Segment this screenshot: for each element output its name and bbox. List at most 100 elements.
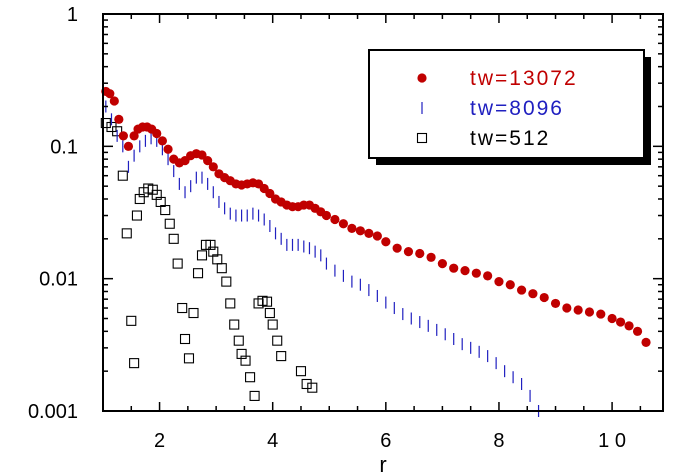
x-tick-label: 1 0 — [598, 430, 626, 452]
data-point-tw-13072 — [321, 210, 332, 221]
data-point-tw-512 — [172, 258, 183, 269]
data-point-tw-512 — [261, 296, 273, 307]
data-point-tw-13072 — [584, 307, 595, 317]
data-point-tw-13072 — [562, 303, 572, 313]
data-point-tw-13072 — [539, 292, 549, 303]
data-point-tw-13072 — [415, 248, 425, 259]
data-point-tw-13072 — [163, 144, 173, 154]
data-point-tw-13072 — [607, 313, 617, 324]
data-point-tw-512 — [276, 351, 287, 362]
data-point-tw-13072 — [505, 280, 515, 290]
data-point-tw-13072 — [208, 162, 218, 172]
data-point-tw-13072 — [123, 141, 134, 151]
data-point-tw-13072 — [381, 237, 391, 247]
data-point-tw-13072 — [338, 219, 349, 229]
y-tick-label: 1 — [67, 4, 78, 26]
data-point-tw-13072 — [392, 243, 402, 253]
data-point-tw-13072 — [437, 258, 447, 269]
data-point-tw-13072 — [483, 271, 493, 281]
data-point-tw-512 — [160, 204, 171, 216]
data-point-tw-512 — [272, 335, 283, 346]
data-point-tw-13072 — [372, 231, 382, 241]
data-point-tw-512 — [245, 372, 256, 383]
x-axis-title: r — [379, 452, 386, 473]
data-point-tw-512 — [177, 302, 188, 314]
data-point-tw-13072 — [615, 317, 626, 327]
data-point-tw-512 — [129, 358, 140, 369]
legend-label-tw-8096: tw=8096 — [470, 97, 564, 120]
data-point-tw-512 — [205, 239, 216, 250]
data-point-tw-512 — [301, 378, 312, 390]
data-point-tw-13072 — [624, 321, 634, 331]
data-point-tw-13072 — [105, 89, 115, 99]
data-layer — [100, 86, 651, 417]
data-point-tw-13072 — [528, 289, 538, 299]
legend: tw=13072 tw=8096 tw=512 — [368, 49, 651, 165]
x-tick-label: 8 — [493, 430, 504, 452]
data-point-tw-13072 — [516, 285, 527, 295]
data-point-tw-512 — [267, 319, 278, 330]
data-point-tw-512 — [264, 307, 275, 319]
data-point-tw-512 — [192, 268, 204, 279]
data-point-tw-13072 — [265, 188, 275, 199]
data-point-tw-13072 — [330, 214, 340, 225]
data-point-tw-512 — [307, 382, 318, 393]
data-point-tw-512 — [216, 263, 227, 274]
data-point-tw-512 — [179, 333, 191, 345]
data-point-tw-13072 — [449, 263, 459, 273]
data-point-tw-512 — [225, 298, 236, 309]
data-point-tw-512 — [221, 276, 232, 287]
data-point-tw-13072 — [118, 131, 128, 141]
legend-entries: tw=13072 tw=8096 tw=512 — [416, 67, 578, 150]
legend-marker-tw-13072 — [417, 73, 427, 83]
data-point-tw-512 — [249, 390, 260, 401]
legend-label-tw-512: tw=512 — [470, 127, 550, 150]
data-point-tw-13072 — [460, 266, 470, 276]
data-point-tw-512 — [168, 233, 179, 244]
data-point-tw-13072 — [129, 131, 139, 141]
data-point-tw-512 — [233, 335, 244, 346]
data-point-tw-13072 — [596, 309, 606, 319]
data-point-tw-13072 — [471, 268, 481, 278]
data-point-tw-512 — [183, 353, 195, 364]
data-point-tw-512 — [126, 315, 137, 326]
plot-frame — [102, 13, 664, 412]
data-point-tw-512 — [196, 250, 208, 261]
data-point-tw-13072 — [109, 96, 119, 106]
data-point-tw-13072 — [114, 114, 124, 124]
tick-layer — [102, 13, 663, 412]
data-point-tw-13072 — [347, 223, 357, 233]
data-point-tw-512 — [164, 218, 175, 229]
data-point-tw-13072 — [426, 252, 436, 262]
data-point-tw-13072 — [203, 156, 213, 166]
data-point-tw-13072 — [632, 326, 643, 336]
data-point-tw-13072 — [573, 305, 583, 315]
legend-box — [368, 49, 645, 159]
x-tick-label: 4 — [267, 430, 278, 452]
x-tick-label: 2 — [154, 430, 165, 452]
data-point-tw-13072 — [355, 226, 365, 236]
y-tick-label: 0.01 — [39, 269, 78, 291]
data-point-tw-13072 — [550, 298, 561, 309]
data-point-tw-13072 — [364, 228, 374, 238]
legend-label-tw-13072: tw=13072 — [470, 67, 578, 90]
data-point-tw-512 — [229, 319, 240, 330]
y-tick-label: 0.1 — [50, 136, 78, 158]
legend-marker-tw-512 — [416, 132, 428, 144]
data-point-tw-512 — [131, 210, 142, 221]
data-point-tw-512 — [121, 228, 132, 239]
data-point-tw-13072 — [157, 136, 167, 146]
data-point-tw-512 — [188, 307, 199, 319]
data-point-tw-13072 — [494, 277, 504, 287]
data-point-tw-512 — [240, 355, 251, 366]
y-tick-label: 0.001 — [28, 401, 78, 423]
data-point-tw-512 — [295, 366, 307, 377]
data-point-tw-13072 — [197, 150, 207, 160]
data-point-tw-512 — [117, 170, 128, 181]
data-point-tw-13072 — [152, 128, 162, 139]
data-point-tw-13072 — [641, 337, 651, 347]
x-tick-label: 6 — [380, 430, 391, 452]
data-point-tw-13072 — [403, 247, 414, 257]
